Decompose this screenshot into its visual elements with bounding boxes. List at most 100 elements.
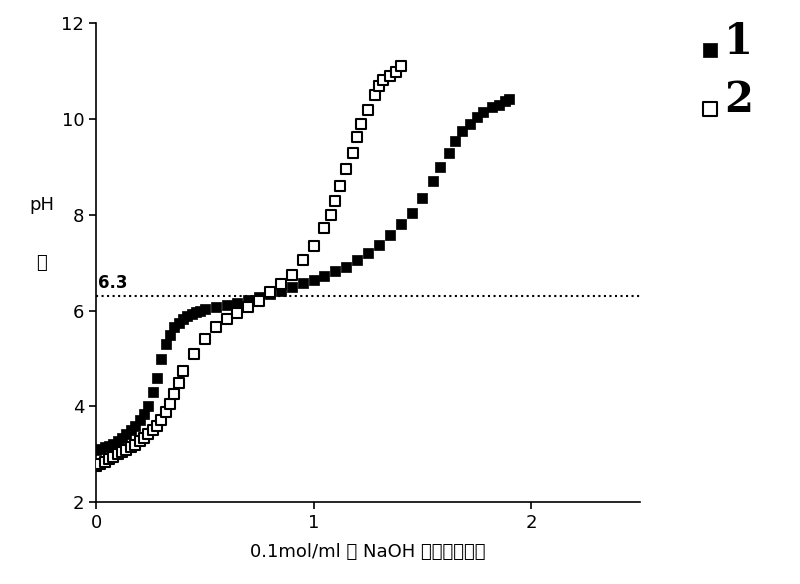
1 — [181, 312, 194, 321]
1 — [350, 256, 363, 265]
1 — [427, 177, 440, 186]
2 — [90, 461, 102, 471]
1 — [340, 262, 353, 272]
2 — [329, 196, 342, 205]
2 — [325, 210, 338, 220]
X-axis label: 0.1mol/ml 的 NaOH 水溶液的体积: 0.1mol/ml 的 NaOH 水溶液的体积 — [250, 543, 486, 561]
2 — [394, 62, 407, 71]
2 — [253, 297, 266, 306]
1 — [116, 433, 129, 442]
1 — [442, 148, 455, 157]
1 — [464, 119, 477, 128]
Legend: 1, 2: 1, 2 — [704, 20, 753, 121]
1 — [498, 96, 511, 106]
1 — [129, 421, 142, 430]
1 — [125, 426, 138, 435]
2 — [125, 443, 138, 452]
1 — [107, 439, 120, 449]
1 — [318, 271, 331, 280]
1 — [163, 330, 176, 339]
1 — [102, 441, 115, 450]
2 — [220, 315, 233, 324]
2 — [168, 390, 181, 399]
2 — [242, 302, 254, 311]
2 — [231, 308, 244, 318]
2 — [111, 450, 124, 459]
1 — [373, 240, 386, 249]
2 — [373, 81, 386, 91]
2 — [334, 182, 346, 191]
2 — [94, 459, 106, 468]
1 — [177, 315, 190, 324]
2 — [383, 71, 396, 81]
2 — [129, 440, 142, 450]
1 — [503, 95, 516, 104]
2 — [133, 436, 146, 446]
2 — [350, 133, 363, 142]
1 — [307, 275, 320, 284]
1 — [286, 282, 298, 291]
2 — [120, 445, 133, 454]
2 — [142, 430, 154, 439]
2 — [102, 454, 115, 464]
1 — [455, 126, 468, 135]
1 — [394, 220, 407, 229]
2 — [286, 270, 298, 280]
2 — [159, 408, 172, 417]
1 — [329, 267, 342, 276]
1 — [142, 402, 154, 411]
1 — [186, 310, 198, 319]
1 — [253, 293, 266, 302]
2 — [138, 433, 150, 442]
2 — [187, 349, 200, 359]
1 — [470, 112, 483, 121]
1 — [172, 318, 185, 327]
1 — [155, 354, 168, 363]
2 — [362, 105, 374, 114]
1 — [90, 445, 102, 454]
1 — [210, 302, 222, 311]
1 — [416, 193, 429, 203]
2 — [318, 224, 331, 233]
2 — [177, 366, 190, 376]
2 — [150, 421, 163, 430]
1 — [242, 296, 254, 305]
2 — [155, 415, 168, 425]
1 — [383, 230, 396, 239]
1 — [449, 136, 462, 145]
2 — [355, 119, 368, 128]
1 — [296, 278, 309, 287]
2 — [198, 335, 211, 344]
2 — [390, 68, 402, 77]
Text: pH: pH — [29, 196, 54, 214]
2 — [296, 256, 309, 265]
2 — [163, 399, 176, 409]
1 — [434, 162, 446, 172]
2 — [377, 75, 390, 85]
1 — [405, 208, 418, 217]
1 — [274, 286, 287, 296]
2 — [172, 378, 185, 387]
2 — [107, 452, 120, 461]
2 — [98, 457, 111, 466]
1 — [146, 387, 159, 397]
1 — [190, 307, 202, 317]
1 — [94, 444, 106, 453]
2 — [210, 323, 222, 332]
1 — [150, 373, 163, 383]
1 — [231, 298, 244, 307]
2 — [340, 165, 353, 174]
1 — [111, 436, 124, 446]
1 — [486, 103, 498, 112]
1 — [168, 323, 181, 332]
1 — [198, 305, 211, 314]
2 — [264, 288, 277, 297]
1 — [477, 107, 490, 117]
Text: 値: 値 — [36, 254, 47, 272]
2 — [307, 241, 320, 251]
Text: 6.3: 6.3 — [98, 274, 128, 293]
2 — [368, 91, 381, 100]
2 — [116, 447, 129, 457]
1 — [362, 249, 374, 258]
1 — [264, 289, 277, 298]
